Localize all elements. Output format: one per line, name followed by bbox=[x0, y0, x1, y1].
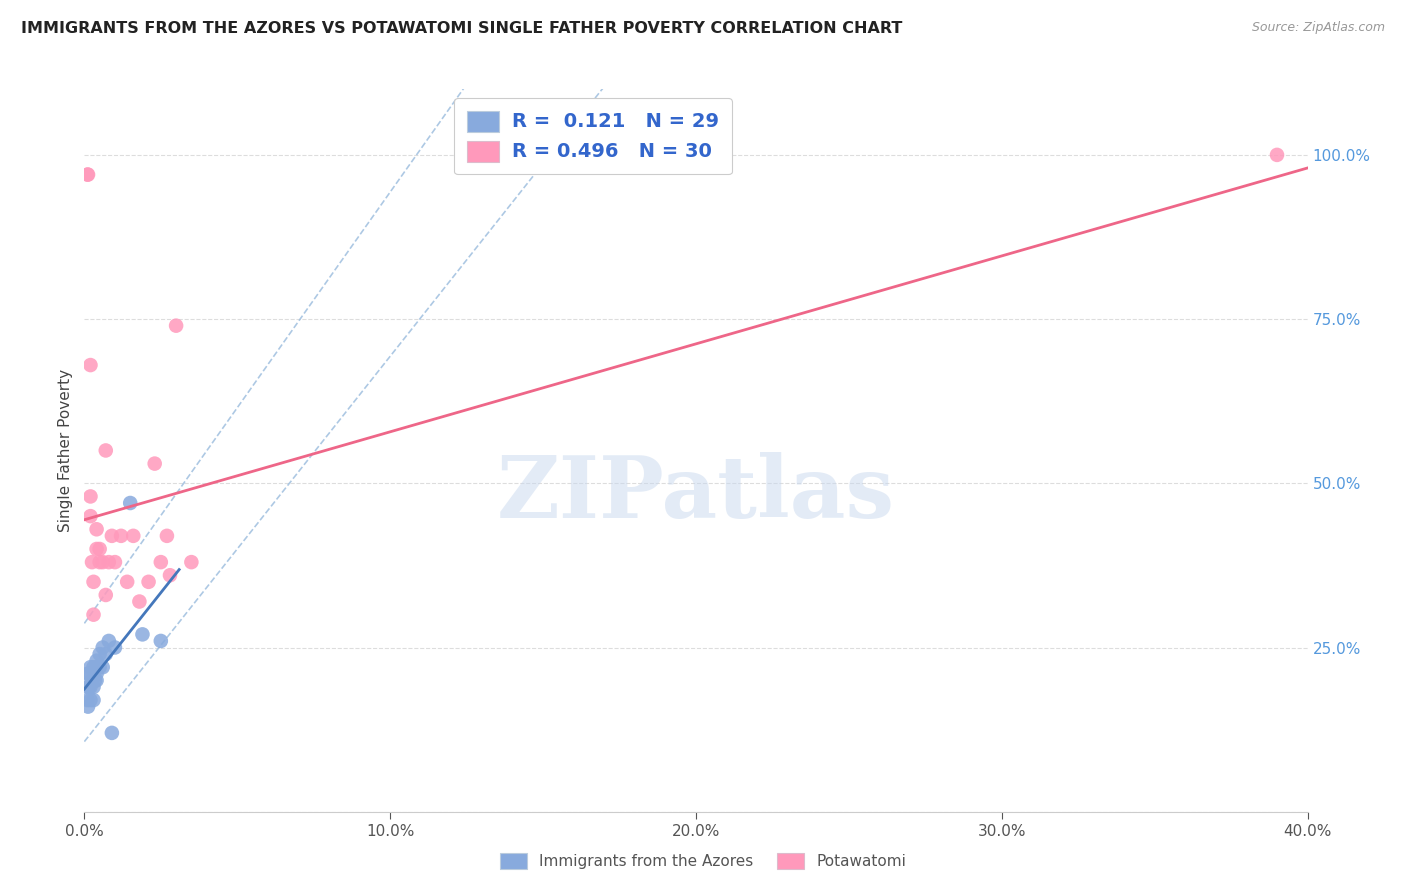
Point bbox=[83, 680, 105, 694]
Point bbox=[110, 529, 132, 543]
Legend: Immigrants from the Azores, Potawatomi: Immigrants from the Azores, Potawatomi bbox=[494, 847, 912, 875]
Point bbox=[149, 634, 172, 648]
Point bbox=[89, 660, 111, 674]
Point bbox=[86, 522, 108, 536]
Point bbox=[101, 726, 124, 740]
Point bbox=[77, 666, 100, 681]
Point bbox=[89, 541, 111, 556]
Point bbox=[79, 490, 101, 504]
Point bbox=[91, 555, 114, 569]
Point bbox=[79, 358, 101, 372]
Point bbox=[131, 627, 153, 641]
Point bbox=[94, 647, 117, 661]
Text: Source: ZipAtlas.com: Source: ZipAtlas.com bbox=[1251, 21, 1385, 34]
Point bbox=[83, 607, 105, 622]
Point bbox=[91, 640, 114, 655]
Point bbox=[80, 673, 103, 688]
Point bbox=[159, 568, 181, 582]
Point bbox=[76, 666, 98, 681]
Point bbox=[94, 588, 117, 602]
Point bbox=[91, 660, 114, 674]
Point bbox=[101, 529, 124, 543]
Point bbox=[79, 509, 101, 524]
Point bbox=[94, 443, 117, 458]
Point bbox=[79, 660, 101, 674]
Point bbox=[86, 666, 108, 681]
Point bbox=[104, 555, 127, 569]
Text: ZIPatlas: ZIPatlas bbox=[496, 452, 896, 536]
Point bbox=[89, 555, 111, 569]
Text: IMMIGRANTS FROM THE AZORES VS POTAWATOMI SINGLE FATHER POVERTY CORRELATION CHART: IMMIGRANTS FROM THE AZORES VS POTAWATOMI… bbox=[21, 21, 903, 36]
Point bbox=[83, 660, 105, 674]
Point bbox=[115, 574, 138, 589]
Point bbox=[104, 640, 127, 655]
Point bbox=[97, 634, 120, 648]
Point bbox=[76, 693, 98, 707]
Point bbox=[83, 574, 105, 589]
Point bbox=[138, 574, 160, 589]
Legend: R =  0.121   N = 29, R = 0.496   N = 30: R = 0.121 N = 29, R = 0.496 N = 30 bbox=[454, 98, 731, 174]
Point bbox=[76, 680, 98, 694]
Point bbox=[120, 496, 142, 510]
Point bbox=[83, 693, 105, 707]
Point bbox=[149, 555, 172, 569]
Point bbox=[86, 654, 108, 668]
Point bbox=[156, 529, 179, 543]
Point bbox=[128, 594, 150, 608]
Point bbox=[122, 529, 145, 543]
Point bbox=[86, 541, 108, 556]
Point bbox=[97, 555, 120, 569]
Point bbox=[86, 673, 108, 688]
Point bbox=[86, 660, 108, 674]
Point bbox=[80, 555, 103, 569]
Point bbox=[77, 168, 100, 182]
Point bbox=[165, 318, 187, 333]
Point bbox=[76, 168, 98, 182]
Point bbox=[89, 647, 111, 661]
Point bbox=[77, 680, 100, 694]
Point bbox=[143, 457, 166, 471]
Point bbox=[79, 693, 101, 707]
Point bbox=[180, 555, 202, 569]
Point bbox=[84, 673, 107, 688]
Point bbox=[79, 680, 101, 694]
Point bbox=[1265, 148, 1288, 162]
Point bbox=[77, 699, 100, 714]
Y-axis label: Single Father Poverty: Single Father Poverty bbox=[58, 369, 73, 532]
